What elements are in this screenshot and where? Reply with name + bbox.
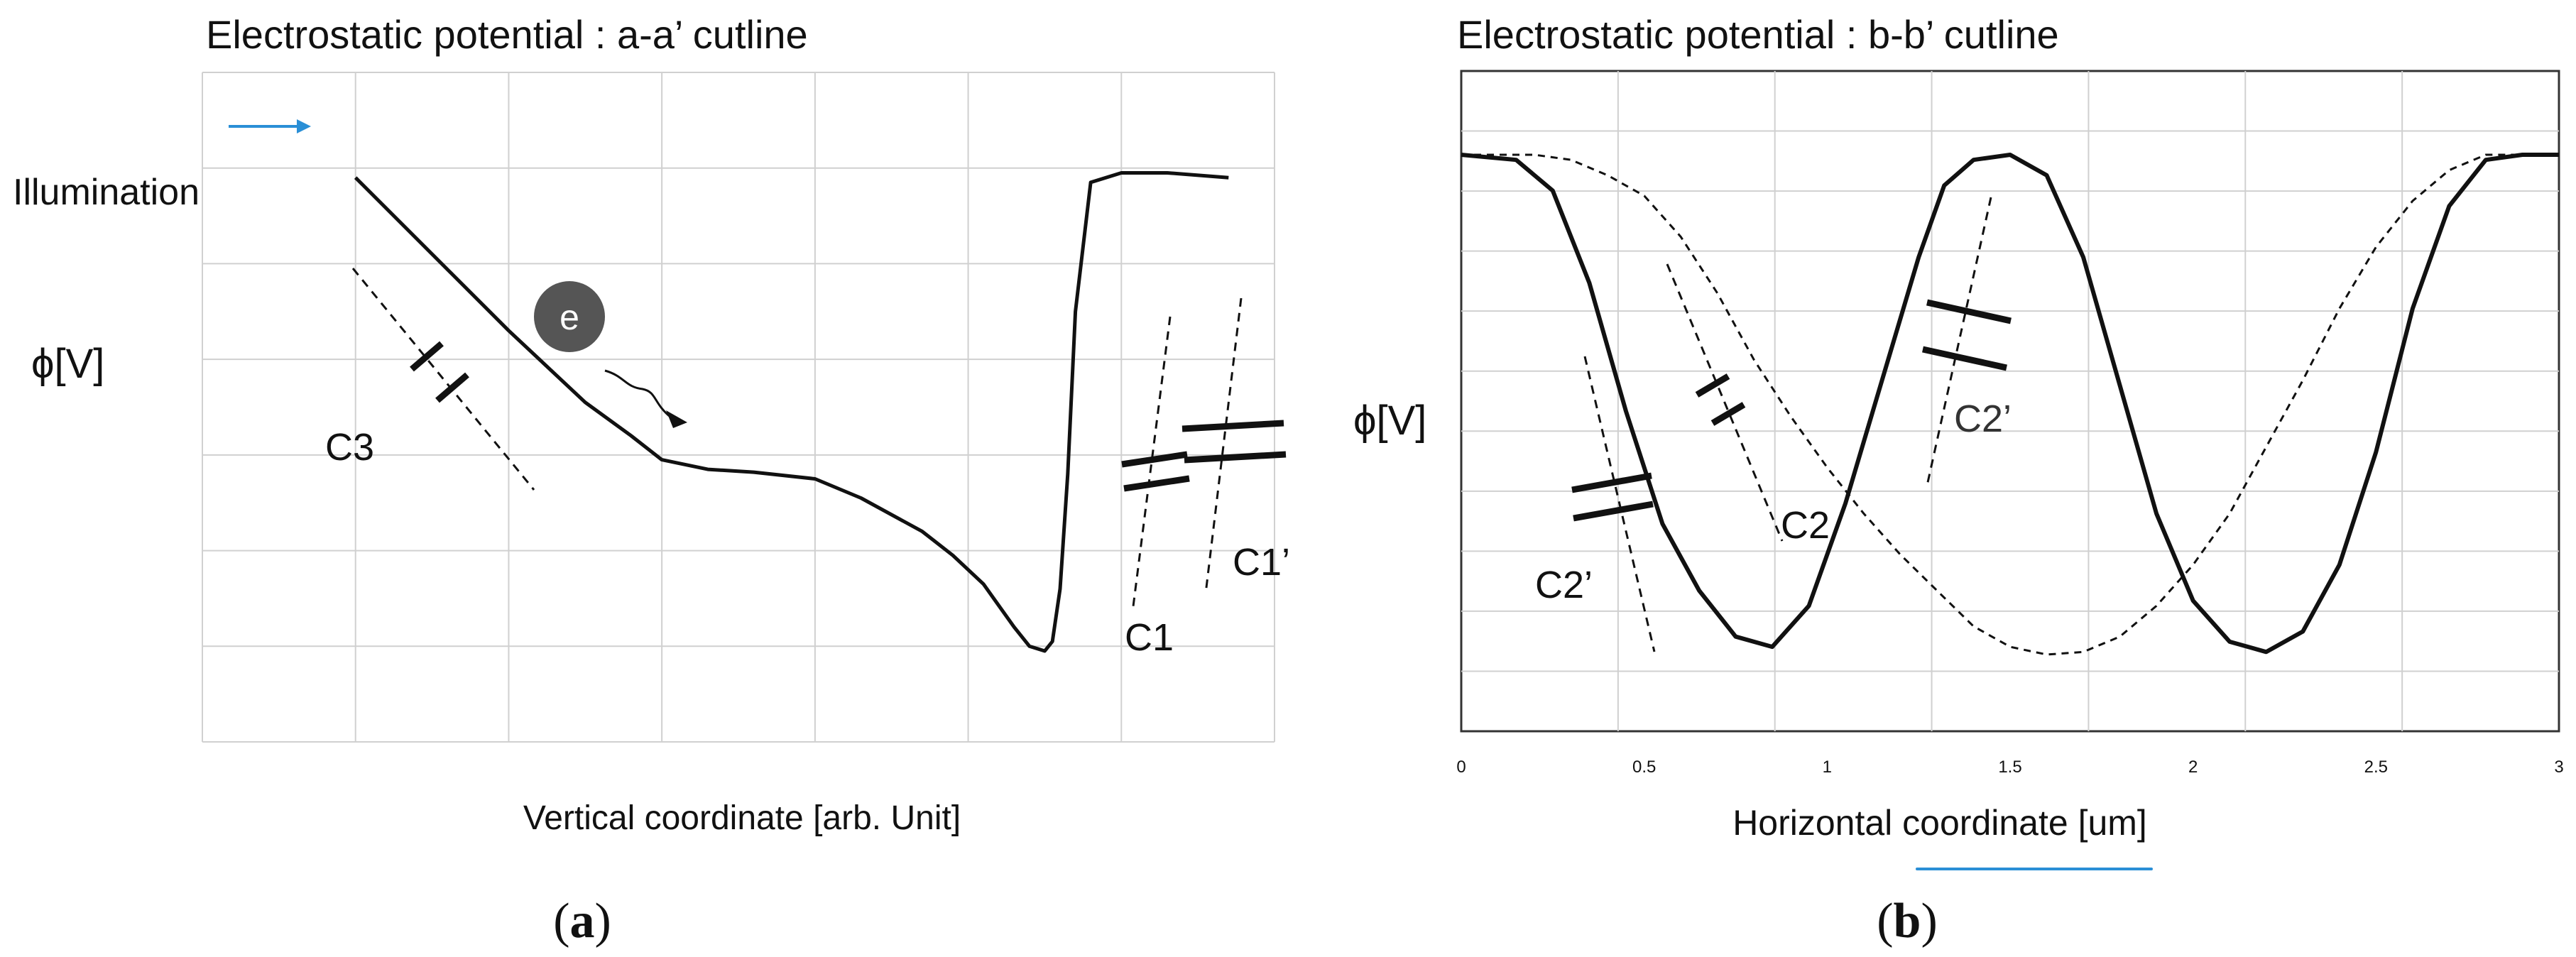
panel-b-caption-open: ( (1877, 894, 1893, 948)
panel-b-title: Electrostatic potential : b-b’ cutline (1457, 12, 2059, 57)
x-tick-label: 2 (2188, 758, 2198, 777)
x-tick-label: 1.5 (1998, 758, 2021, 777)
panel-b-caption-close: ) (1921, 894, 1937, 948)
panel-b-caption: (b) (1877, 894, 1938, 948)
panel-a-grid (202, 72, 1275, 743)
cap-label-c3: C3 (325, 426, 374, 469)
panel-a-ylabel: ϕ[V] (31, 341, 104, 387)
capacitor-c2-prime-right (1922, 197, 2012, 486)
panel-b-caption-letter: b (1894, 894, 1921, 948)
capacitor-c1-prime (1181, 297, 1287, 594)
electron-icon: e (534, 281, 605, 352)
capacitor-c2-prime-left (1571, 356, 1656, 652)
panel-b-tick-labels: 0 0.5 1 1.5 2 2.5 3 (1456, 758, 2563, 777)
capacitor-c3 (351, 268, 535, 491)
panel-a-caption-close: ) (595, 894, 611, 948)
x-tick-label: 3 (2554, 758, 2563, 777)
cap-label-c1-prime: C1’ (1233, 541, 1290, 584)
illumination-arrow-icon (229, 119, 311, 133)
x-tick-label: 0.5 (1632, 758, 1656, 777)
panel-a-caption: (a) (553, 894, 611, 948)
x-tick-label: 0 (1456, 758, 1466, 777)
electron-motion-arrow-icon (604, 369, 687, 428)
panel-a-curve-layer (354, 171, 1229, 653)
panel-b-frame (1460, 70, 2560, 733)
panel-a-caption-open: ( (553, 894, 569, 948)
panel-b-xlabel: Horizontal coordinate [um] (1732, 803, 2147, 843)
x-tick-label: 2.5 (2364, 758, 2388, 777)
cap-label-c2: C2 (1781, 504, 1830, 547)
illumination-label: Illumination (13, 172, 200, 213)
cap-label-c2-prime-left: C2’ (1535, 564, 1593, 606)
capacitor-c1 (1121, 316, 1190, 613)
electron-label: e (560, 297, 579, 337)
potential-curve-a (354, 171, 1229, 653)
capacitor-c2 (1666, 263, 1784, 542)
x-tick-label: 1 (1823, 758, 1832, 777)
panel-b-ylabel: ϕ[V] (1353, 398, 1426, 444)
panel-a-caption-letter: a (570, 894, 595, 948)
panel-a: Electrostatic potential : a-a’ cutline I… (13, 12, 1290, 948)
potential-curve-b-solid (1461, 153, 2559, 655)
cap-label-c1: C1 (1125, 616, 1174, 659)
panel-b: Electrostatic potential : b-b’ cutline 0… (1353, 12, 2564, 948)
cap-label-c2-prime-right: C2’ (1954, 398, 2012, 440)
panel-b-curve-layer (1461, 153, 2559, 656)
panel-a-xlabel: Vertical coordinate [arb. Unit] (523, 799, 961, 837)
panel-a-title: Electrostatic potential : a-a’ cutline (206, 12, 808, 57)
